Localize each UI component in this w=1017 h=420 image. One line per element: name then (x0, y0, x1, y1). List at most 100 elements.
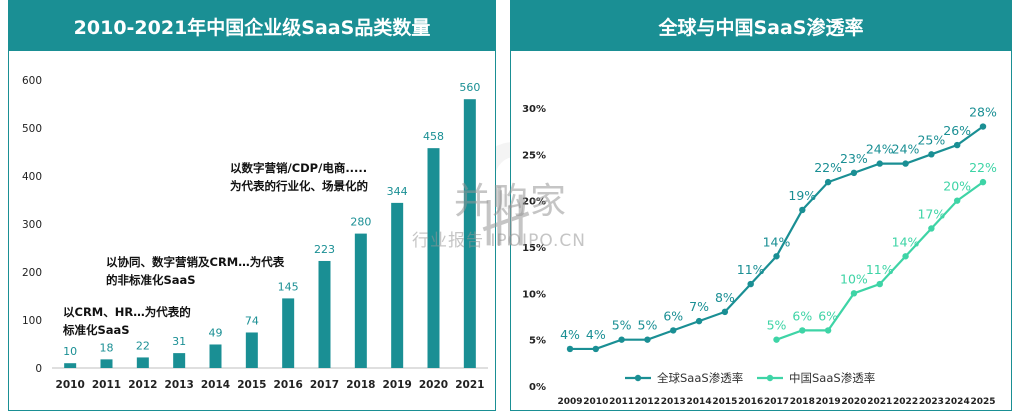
line-data-label: 8% (715, 290, 735, 305)
bar-annotation-text: 的非标准化SaaS (106, 273, 196, 287)
line-data-label: 14% (763, 234, 791, 249)
line-x-tick-label: 2011 (609, 397, 634, 407)
line-data-label: 17% (917, 206, 945, 221)
bar-x-tick-label: 2017 (310, 379, 339, 391)
bar-value-label: 560 (459, 81, 480, 94)
line-data-label: 11% (866, 262, 894, 277)
bar-value-label: 49 (209, 326, 223, 339)
line-x-tick-label: 2017 (764, 397, 789, 407)
line-data-label: 25% (917, 132, 945, 147)
line-x-tick-label: 2016 (738, 397, 763, 407)
line-x-tick-label: 2023 (919, 397, 944, 407)
bar-annotation-text: 以协同、数字营销及CRM…为代表 (106, 255, 285, 269)
line-point (670, 327, 677, 334)
bar-x-tick-label: 2015 (237, 379, 266, 391)
line-data-label: 24% (866, 142, 894, 157)
bar-annotation-text: 以数字营销/CDP/电商..... (230, 161, 367, 175)
line-point (747, 280, 754, 288)
line-point (902, 253, 909, 260)
line-data-label: 23% (840, 151, 868, 166)
bar-x-tick-label: 2019 (383, 379, 412, 391)
line-y-tick-label: 15% (522, 243, 546, 254)
line-data-label: 22% (969, 160, 997, 175)
line-data-label: 4% (586, 327, 606, 342)
line-data-label: 20% (943, 179, 971, 194)
line-data-label: 10% (840, 271, 868, 286)
bar-y-tick-label: 600 (22, 75, 42, 87)
line-data-label: 22% (814, 160, 842, 175)
line-y-tick-label: 30% (522, 104, 546, 115)
line-point (902, 160, 909, 167)
line-y-tick-label: 20% (522, 197, 546, 208)
line-data-label: 26% (943, 123, 971, 138)
bar-y-tick-label: 100 (22, 315, 42, 327)
bar-chart-panel: 2010-2021年中国企业级SaaS品类数量 (8, 0, 496, 411)
line-data-label: 6% (663, 308, 683, 323)
line-data-label: 19% (788, 188, 816, 203)
line-x-tick-label: 2020 (841, 397, 866, 407)
line-point (876, 160, 883, 167)
bar (64, 363, 77, 368)
line-x-tick-label: 2015 (712, 397, 737, 407)
bar-y-tick-label: 300 (22, 219, 42, 231)
bar-x-tick-label: 2013 (165, 379, 194, 391)
line-point (721, 308, 729, 316)
bar-value-label: 280 (350, 216, 371, 229)
line-data-label: 24% (892, 142, 920, 157)
bar-value-label: 344 (387, 185, 408, 198)
line-data-label: 5% (612, 318, 632, 333)
bar (427, 148, 440, 368)
bar-y-tick-label: 0 (35, 363, 42, 375)
bar-y-tick-label: 200 (22, 267, 42, 279)
bar (318, 260, 331, 368)
line-x-tick-label: 2013 (661, 397, 686, 407)
line-x-tick-label: 2012 (635, 397, 660, 407)
line-point (953, 141, 961, 149)
bar-x-tick-label: 2016 (274, 379, 303, 391)
line-x-tick-label: 2025 (970, 397, 995, 407)
bar-value-label: 145 (278, 280, 299, 293)
line-data-label: 7% (689, 299, 709, 314)
line-x-tick-label: 2021 (867, 397, 892, 407)
bar (282, 298, 295, 368)
bar-x-tick-label: 2010 (56, 379, 85, 391)
line-x-tick-label: 2019 (816, 397, 841, 407)
bar-x-tick-label: 2018 (346, 379, 375, 391)
line-point (953, 197, 961, 204)
line-x-tick-label: 2014 (687, 397, 712, 407)
bar (209, 344, 222, 368)
line-point (824, 178, 832, 186)
bar-y-tick-label: 500 (22, 123, 42, 135)
bar-y-tick-label: 400 (22, 171, 42, 183)
bar-annotation-text: 以CRM、HR…为代表的 (63, 305, 191, 319)
line-data-label: 11% (737, 262, 765, 277)
bar-value-label: 74 (245, 314, 259, 327)
line-point (695, 317, 703, 325)
line-point (799, 206, 806, 214)
bar (245, 332, 258, 368)
bar-value-label: 22 (136, 339, 150, 352)
bar (136, 357, 149, 368)
bar-value-label: 31 (172, 335, 186, 348)
legend-label: 中国SaaS渗透率 (789, 371, 875, 385)
line-data-label: 5% (767, 318, 787, 333)
bar-x-tick-label: 2020 (419, 379, 448, 391)
legend-label: 全球SaaS渗透率 (657, 371, 743, 385)
bar (391, 202, 404, 368)
bar (100, 359, 113, 368)
line-x-tick-label: 2024 (945, 397, 970, 407)
line-point (773, 253, 780, 260)
legend-marker (766, 374, 774, 382)
line-y-tick-label: 5% (529, 336, 546, 347)
bar-x-tick-label: 2021 (455, 379, 484, 391)
line-point (592, 345, 600, 353)
line-point (824, 327, 832, 334)
bar-annotation-text: 为代表的行业化、场景化的 (230, 179, 368, 193)
line-point (979, 123, 987, 130)
line-point (566, 345, 574, 353)
line-data-label: 28% (969, 105, 997, 120)
bar-value-label: 10 (63, 345, 77, 358)
line-point (850, 290, 858, 297)
bar-x-tick-label: 2011 (92, 379, 121, 391)
